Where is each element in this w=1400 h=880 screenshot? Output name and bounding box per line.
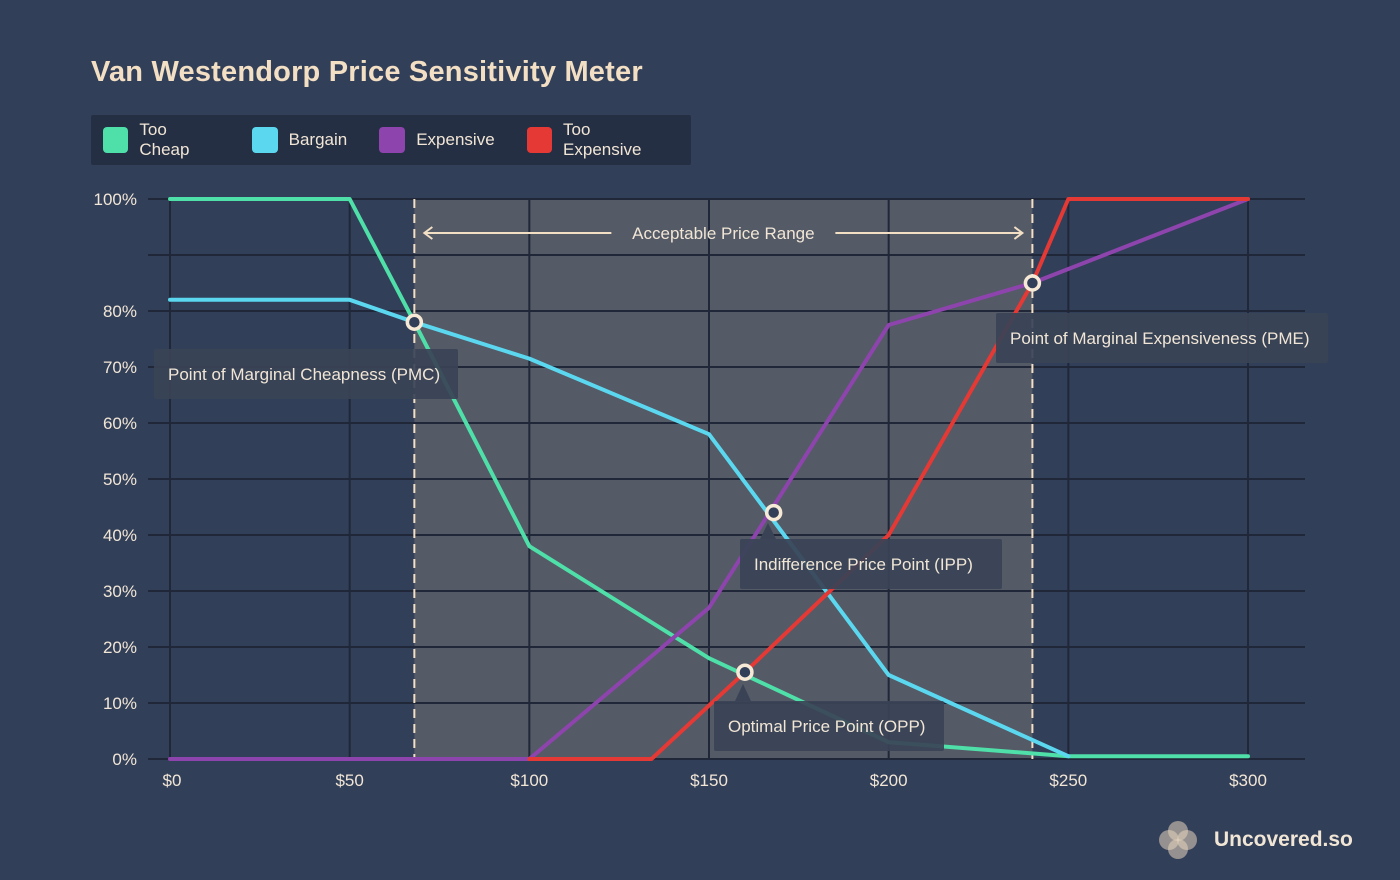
annotation-pmc-box: [154, 349, 458, 399]
y-tick-label: 80%: [103, 302, 137, 321]
series-line-too-cheap: [168, 197, 1250, 759]
annotation-pme-box: [996, 313, 1328, 363]
annotation-opp-marker[interactable]: [736, 663, 754, 681]
series-line-bargain: [168, 297, 1071, 759]
brand: Uncovered.so: [1158, 820, 1353, 860]
annotation-ipp: Indifference Price Point (IPP): [740, 523, 1002, 589]
y-tick-label: 10%: [103, 694, 137, 713]
y-tick-label: 40%: [103, 526, 137, 545]
annotation-ipp-label: Indifference Price Point (IPP): [754, 555, 973, 574]
range-arrowhead-right: [1013, 226, 1025, 240]
annotation-pme: Point of Marginal Expensiveness (PME): [996, 313, 1328, 363]
legend-item-too-cheap[interactable]: Too Cheap: [103, 120, 220, 160]
x-tick-label: $50: [335, 771, 363, 790]
y-tick-label: 100%: [94, 190, 137, 209]
legend-item-expensive[interactable]: Expensive: [379, 127, 495, 153]
y-tick-label: 30%: [103, 582, 137, 601]
annotation-opp: Optimal Price Point (OPP): [714, 684, 944, 751]
x-tick-label: $250: [1049, 771, 1087, 790]
x-tick-label: $0: [163, 771, 182, 790]
legend-swatch-bargain: [251, 127, 278, 153]
legend: Too Cheap Bargain Expensive Too Expensiv…: [91, 115, 691, 165]
annotation-ipp-pointer: [760, 523, 776, 539]
y-tick-label: 0%: [112, 750, 137, 769]
legend-item-bargain[interactable]: Bargain: [251, 127, 348, 153]
brand-logo-icon: [1159, 821, 1197, 859]
x-tick-label: $200: [870, 771, 908, 790]
x-tick-label: $150: [690, 771, 728, 790]
series-line-too-expensive: [527, 197, 1250, 761]
annotation-pmc-marker[interactable]: [405, 313, 424, 331]
legend-swatch-expensive: [379, 127, 406, 153]
annotation-pme-marker[interactable]: [1023, 274, 1042, 292]
legend-label-too-cheap: Too Cheap: [139, 120, 190, 159]
y-tick-label: 20%: [103, 638, 137, 657]
annotation-pmc-label: Point of Marginal Cheapness (PMC): [168, 365, 440, 384]
legend-swatch-too-expensive: [526, 127, 553, 153]
annotation-opp-box: [714, 701, 944, 751]
x-tick-label: $100: [510, 771, 548, 790]
legend-label-bargain: Bargain: [288, 130, 348, 149]
chart-title: Van Westendorp Price Sensitivity Meter: [91, 56, 643, 88]
annotation-opp-pointer: [735, 684, 751, 701]
y-tick-label: 50%: [103, 470, 137, 489]
brand-name: Uncovered.so: [1214, 828, 1353, 851]
annotation-opp-label: Optimal Price Point (OPP): [728, 717, 925, 736]
range-arrowhead-left: [422, 226, 433, 240]
legend-item-too-expensive[interactable]: Too Expensive: [526, 120, 671, 160]
y-tick-label: 70%: [103, 358, 137, 377]
annotation-pme-label: Point of Marginal Expensiveness (PME): [1010, 329, 1310, 348]
x-tick-label: $300: [1229, 771, 1267, 790]
legend-label-expensive: Expensive: [416, 130, 495, 149]
y-tick-label: 60%: [103, 414, 137, 433]
annotation-pmc: Point of Marginal Cheapness (PMC): [154, 349, 458, 399]
acceptable-range-label: Acceptable Price Range: [632, 224, 814, 243]
legend-swatch-too-cheap: [103, 127, 129, 153]
annotation-ipp-marker[interactable]: [764, 503, 783, 522]
legend-label-too-expensive: Too Expensive: [563, 120, 642, 159]
annotation-ipp-box: [740, 539, 1002, 589]
